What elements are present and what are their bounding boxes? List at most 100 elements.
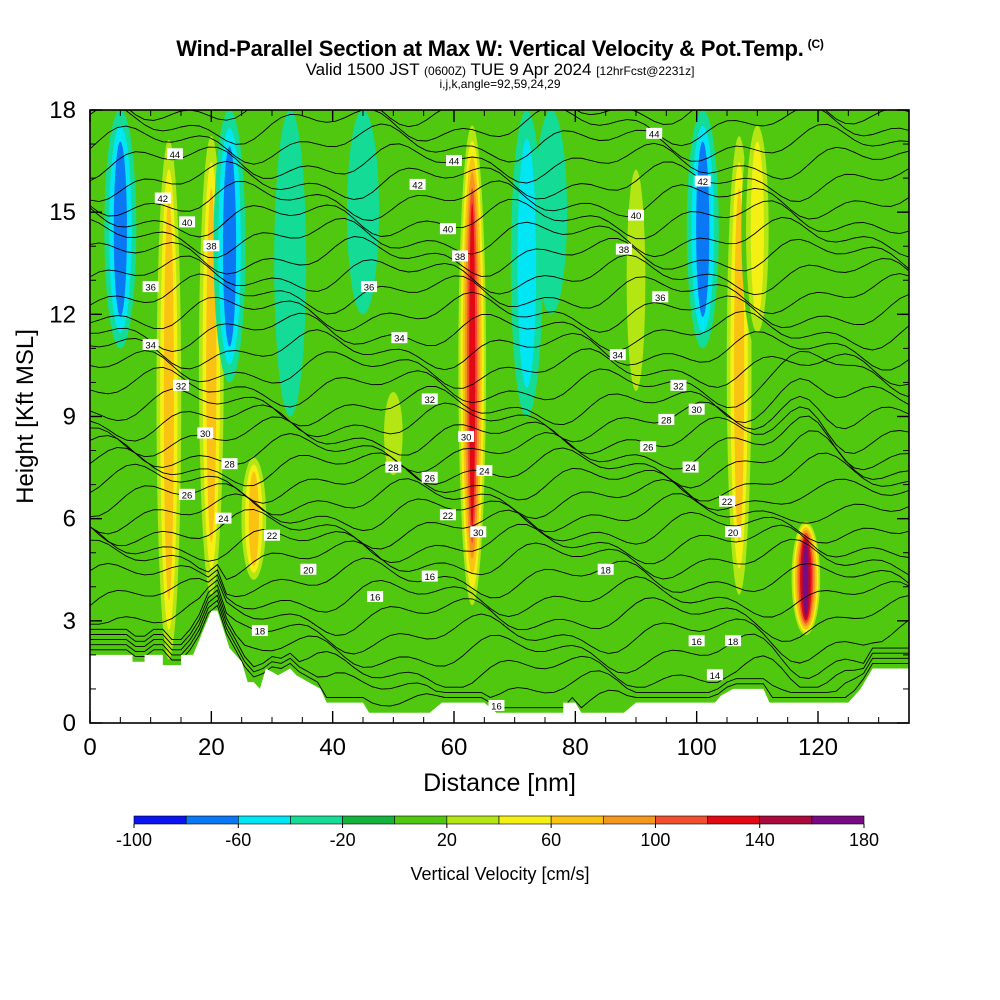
velocity-feature [456,110,489,621]
contour-label-bg [142,338,159,350]
theta-line [90,198,909,240]
velocity-level [696,141,710,317]
colorbar-swatch [342,815,396,825]
contour-label-bg [706,669,723,681]
contour-label-bg [694,175,711,187]
theta-line [90,574,909,618]
contour-label: 40 [631,211,642,222]
contour-label: 30 [200,429,211,440]
contour-label-bg [452,250,469,262]
contour-label: 34 [394,334,405,345]
velocity-level [803,541,809,616]
x-tick-label: 120 [798,734,838,761]
contour-label: 38 [206,242,217,253]
colorbar-tick-label: -100 [116,830,152,850]
contour-label: 16 [691,637,702,648]
contour-label: 28 [388,463,399,474]
x-tick-label: 100 [677,734,717,761]
contour-label: 22 [722,497,733,508]
contour-label: 36 [145,283,156,294]
velocity-level [626,169,646,391]
colorbar-tick-label: 100 [640,830,670,850]
plot-area: 14 16 16 16 16 18 18 18 20 20 22 22 22 24 24 24 26 26 26 28… [90,110,909,723]
contour-label: 30 [461,432,472,443]
contour-label-bg [154,192,171,204]
contour-label: 30 [691,405,702,416]
contour-label-bg [609,349,626,361]
colorbar-swatch [707,815,761,825]
contour-label-bg [391,332,408,344]
contour-label-bg [646,127,663,139]
contour-label: 44 [449,157,460,168]
velocity-level [734,188,745,543]
x-tick-label: 0 [83,734,96,761]
contour-label-bg [439,509,456,521]
chart-title: Wind-Parallel Section at Max W: Vertical… [0,36,1000,62]
contour-label-bg [719,495,735,507]
colorbar-tick-label: 140 [745,830,775,850]
contour-label: 34 [145,340,156,351]
contour-label-bg [142,281,159,293]
theta-line [90,350,909,409]
theta-line [90,557,909,599]
contour-label-bg [300,563,317,575]
valid-utc: (0600Z) [424,64,467,78]
contour-label: 16 [370,592,381,603]
theta-line [90,236,909,277]
x-tick-label: 40 [319,734,346,761]
theta-line [90,430,909,489]
contour-label: 40 [182,218,193,229]
colorbar-swatch [394,815,448,825]
velocity-level [222,146,237,347]
velocity-level [163,198,174,601]
theta-line [90,395,909,443]
copyright-mark: (C) [807,36,824,51]
contour-label-bg [470,526,487,538]
theta-line [90,589,909,679]
velocity-feature [237,450,270,587]
contour-label: 26 [424,473,435,484]
theta-line [90,584,909,664]
colorbar-tick-label: 60 [541,830,561,850]
y-tick-label: 3 [63,608,76,635]
contour-label: 18 [255,627,266,638]
velocity-level [347,110,379,315]
theta-line [90,291,909,333]
theta-line [90,254,909,296]
contour-label-bg [652,291,669,303]
contour-label: 40 [443,225,454,236]
y-tick-label: 6 [63,506,76,533]
velocity-level [113,141,127,317]
x-axis-label: Distance [nm] [423,769,576,797]
colorbar-swatch [759,815,813,825]
chart-title-text: Wind-Parallel Section at Max W: Vertical… [176,36,804,61]
theta-line [90,348,909,389]
contour-label: 26 [643,443,654,454]
theta-line [90,493,909,535]
contour-label-bg [367,590,384,602]
theta-line [90,452,909,504]
velocity-level [469,203,476,528]
contour-label-bg [221,458,238,470]
contour-label: 20 [728,528,739,539]
terrain [90,610,909,723]
contour-label: 32 [673,381,684,392]
colorbar-swatch [133,815,187,825]
velocity-feature [741,110,774,349]
contour-label: 26 [182,490,193,501]
valid-prefix: Valid 1500 JST [305,60,420,79]
velocity-level [517,138,537,388]
contour-label: 24 [479,466,490,477]
contour-labels: 14 16 16 16 16 18 18 18 20 20 22 22 22 24 24 24 26 26 26 28… [142,127,742,712]
contour-label: 32 [176,381,187,392]
contour-label: 36 [364,283,375,294]
theta-line [90,579,909,642]
contour-label: 42 [412,180,423,191]
colorbar-swatch [550,815,604,825]
contour-label-bg [725,635,742,647]
contour-label-bg [476,464,493,476]
contour-label-bg [173,379,189,391]
contour-label: 24 [685,463,696,474]
contour-label: 34 [613,351,624,362]
